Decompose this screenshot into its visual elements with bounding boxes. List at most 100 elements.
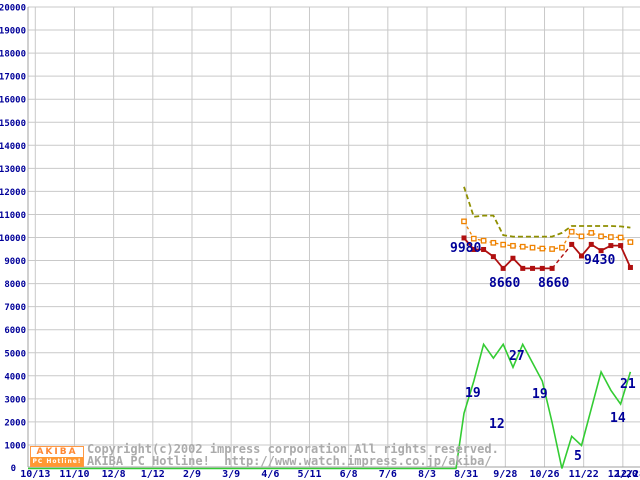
y-axis-label: 12000 <box>0 188 26 198</box>
data-point-marker <box>529 244 536 251</box>
series-lowest-price <box>461 235 633 271</box>
data-point-marker <box>500 241 507 248</box>
x-axis-label: 4/6 <box>261 469 279 480</box>
x-axis-label-overlap: 12/28 <box>615 469 640 480</box>
data-point-marker <box>627 239 634 245</box>
y-axis-label: 15000 <box>0 119 26 129</box>
data-point-marker <box>617 234 624 241</box>
y-axis-label: 0 <box>11 464 16 474</box>
y-axis-label: 17000 <box>0 73 26 83</box>
y-axis-label: 7000 <box>4 303 26 313</box>
y-axis-label: 20000 <box>0 4 26 14</box>
data-point-marker <box>520 265 526 271</box>
x-axis-label: 11/22 <box>569 469 599 480</box>
x-axis-label: 6/8 <box>340 469 358 480</box>
y-axis-label: 18000 <box>0 50 26 60</box>
series-average-price <box>461 218 634 252</box>
data-label: 19 <box>465 386 481 401</box>
data-point-marker <box>539 245 546 252</box>
x-axis-label: 12/20 <box>608 469 638 480</box>
data-point-marker <box>470 235 477 242</box>
data-point-marker <box>510 255 516 261</box>
y-axis-label: 19000 <box>0 27 26 37</box>
copyright-line: Copyright(c)2002 impress corporation All… <box>87 442 499 456</box>
data-point-marker <box>539 265 545 271</box>
x-axis-label: 12/8 <box>102 469 126 480</box>
gridlines <box>28 6 640 467</box>
x-axis-label: 2/9 <box>183 469 201 480</box>
data-label: 19 <box>532 387 548 402</box>
data-point-marker <box>608 234 614 240</box>
data-point-marker <box>510 242 516 249</box>
x-axis-labels: 10/13 11/10 12/8 1/12 2/9 3/9 4/6 5/11 6/8 7/6 8/3… <box>20 469 640 480</box>
x-axis-label: 10/13 <box>20 469 50 480</box>
data-point-marker <box>490 254 496 260</box>
y-axis-label: 6000 <box>4 326 26 336</box>
data-point-marker <box>588 241 594 247</box>
data-point-marker <box>608 243 614 249</box>
data-label: 27 <box>509 349 525 364</box>
y-axis-label: 2000 <box>4 418 26 428</box>
series-shop-count <box>28 342 632 470</box>
y-axis-label: 14000 <box>0 142 26 152</box>
y-axis-label: 10000 <box>0 234 26 244</box>
data-point-marker <box>471 246 477 252</box>
data-point-marker <box>559 244 565 251</box>
data-label: 8660 <box>538 276 569 291</box>
data-point-marker <box>530 265 536 271</box>
data-point-marker <box>578 233 585 240</box>
y-axis-label: 9000 <box>4 257 26 267</box>
data-label: 14 <box>610 411 626 426</box>
x-axis-label: 8/31 <box>454 469 478 480</box>
y-axis-label: 4000 <box>4 372 26 382</box>
data-point-marker <box>549 265 555 271</box>
data-label: 21 <box>620 377 636 392</box>
x-axis-label: 11/10 <box>59 469 89 480</box>
data-point-marker <box>598 248 604 254</box>
data-point-marker <box>461 218 467 225</box>
x-axis-label: 5/11 <box>297 469 321 480</box>
y-axis-label: 13000 <box>0 165 26 175</box>
data-point-marker <box>519 243 526 250</box>
data-point-marker <box>481 246 487 252</box>
data-point-marker <box>500 265 506 271</box>
series-highest-price <box>463 186 631 238</box>
x-axis-label: 8/3 <box>418 469 436 480</box>
y-axis-label: 11000 <box>0 211 26 221</box>
x-axis-label: 9/28 <box>493 469 517 480</box>
data-point-marker <box>490 239 497 246</box>
x-axis-label: 7/6 <box>379 469 397 480</box>
akiba-logo-subtitle: PC Hotline! <box>31 457 83 466</box>
data-point-marker <box>461 235 467 241</box>
x-axis-label: 1/12 <box>141 469 165 480</box>
y-axis-label: 1000 <box>4 441 26 451</box>
akiba-logo-title: AKIBA <box>36 447 78 457</box>
site-url-line: AKIBA PC Hotline! http://www.watch.impre… <box>87 454 492 468</box>
data-label: 9430 <box>584 253 615 268</box>
y-axis-label: 3000 <box>4 395 26 405</box>
data-point-marker <box>588 230 595 236</box>
data-label: 8660 <box>489 276 520 291</box>
data-label: 9980 <box>450 241 481 256</box>
data-point-marker <box>598 233 604 240</box>
y-axis-labels: 1000 2000 3000 4000 5000 6000 7000 8000 9000 1000… <box>0 4 26 475</box>
y-axis-label: 5000 <box>4 349 26 359</box>
data-label: 5 <box>574 449 582 464</box>
x-axis-label: 3/9 <box>222 469 240 480</box>
data-point-marker <box>627 264 633 270</box>
data-point-marker <box>549 246 555 252</box>
y-axis-label: 8000 <box>4 280 26 290</box>
x-axis-label: 10/26 <box>529 469 559 480</box>
akiba-logo: AKIBA PC Hotline! <box>30 446 84 467</box>
data-point-marker <box>568 228 575 235</box>
annotations: 9980 8660 8660 9430 12 19 27 19 5 14 21 <box>450 241 636 464</box>
data-point-marker <box>480 237 487 244</box>
data-point-marker <box>618 243 624 249</box>
data-point-marker <box>569 241 575 247</box>
axes <box>27 7 640 468</box>
data-label: 12 <box>489 417 505 432</box>
y-axis-label: 16000 <box>0 96 26 106</box>
data-point-marker <box>578 253 584 259</box>
